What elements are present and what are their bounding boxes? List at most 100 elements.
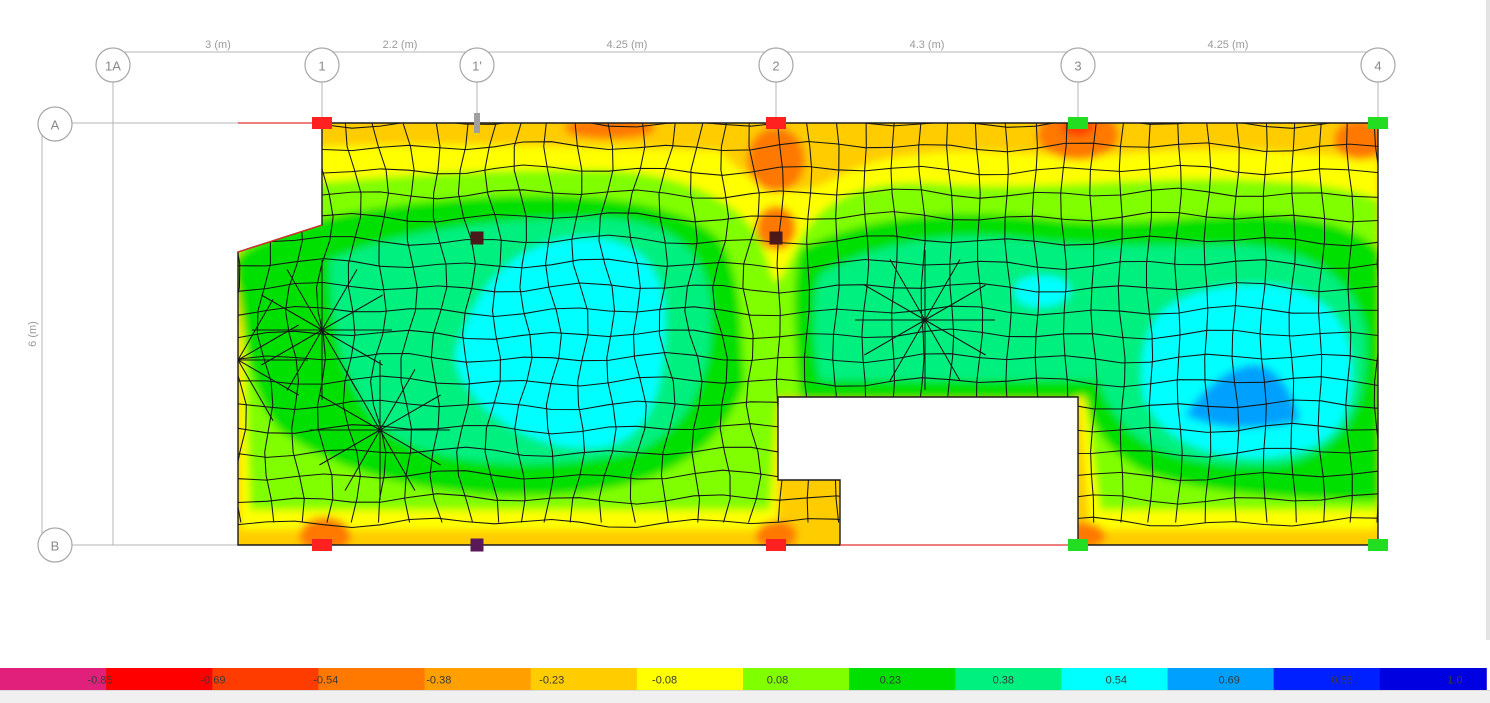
- support-1'-A[interactable]: [474, 113, 480, 133]
- mesh-line-radial: [379, 429, 441, 466]
- legend-value-label: -0.85: [87, 675, 112, 687]
- dimension-label-vertical: 6 (m): [27, 321, 39, 347]
- support-3-A[interactable]: [1068, 117, 1088, 129]
- mesh-line-vertical: [1259, 123, 1268, 523]
- mesh-line-radial: [889, 259, 926, 321]
- grid-bubble-1A[interactable]: [95, 47, 131, 83]
- grid-bubble-3[interactable]: [1060, 47, 1096, 83]
- mesh-line-radial: [319, 429, 381, 466]
- legend-color-swatch: [1379, 668, 1487, 691]
- grid-bubble-label-B: B: [51, 539, 60, 554]
- mesh-line-vertical: [1145, 123, 1154, 523]
- mesh-line-radial: [889, 319, 926, 381]
- legend-value-label: 0.08: [767, 675, 788, 687]
- mesh-line-horizontal: [238, 234, 1378, 247]
- legend-color-swatch: [955, 668, 1063, 691]
- support-2-mid[interactable]: [769, 231, 783, 245]
- mesh-line-radial: [238, 359, 239, 421]
- mesh-line-horizontal: [238, 281, 1378, 294]
- mesh-line-vertical: [315, 123, 334, 523]
- support-1'-mid[interactable]: [470, 231, 484, 245]
- legend-value-label: 0.85: [1331, 675, 1352, 687]
- grid-bubbles: 1A 1 1' 2 3 4 A B: [37, 47, 1396, 563]
- mesh-line-radial: [864, 319, 926, 356]
- legend-value-label: 0.54: [1106, 675, 1127, 687]
- support-1-A[interactable]: [312, 117, 332, 129]
- mesh-line-horizontal: [238, 187, 1378, 200]
- support-2-A[interactable]: [766, 117, 786, 129]
- mesh-line-radial: [238, 359, 274, 421]
- mesh-line-horizontal: [238, 305, 1378, 318]
- support-1'-B[interactable]: [470, 538, 484, 552]
- support-3-B[interactable]: [1068, 539, 1088, 551]
- mesh-line-radial: [379, 394, 441, 431]
- mesh-line-radial: [864, 284, 926, 321]
- mesh-line-horizontal: [238, 351, 1378, 364]
- right-border: [1486, 0, 1490, 640]
- grid-bubble-label-1: 1: [318, 59, 325, 74]
- mesh-line-vertical: [456, 123, 476, 523]
- mesh-line-radial: [924, 319, 986, 356]
- grid-bubble-B[interactable]: [37, 527, 73, 563]
- mesh-line-horizontal: [238, 493, 1378, 505]
- support-1-B[interactable]: [312, 539, 332, 551]
- mesh-line-radial: [924, 319, 961, 381]
- grid-bubble-A[interactable]: [37, 106, 73, 142]
- legend-value-label: -0.54: [313, 675, 338, 687]
- mesh-line-radial: [238, 299, 239, 361]
- mesh-line-horizontal: [238, 258, 1378, 271]
- mesh-line-radial: [321, 329, 383, 366]
- grid-bubble-1prime[interactable]: [459, 47, 495, 83]
- mesh-line-vertical: [342, 123, 362, 523]
- mesh-line-vertical: [1174, 123, 1183, 523]
- grid-bubble-4[interactable]: [1360, 47, 1396, 83]
- legend-color-swatch: [636, 668, 744, 691]
- dimension-labels: 3 (m) 2.2 (m) 4.25 (m) 4.3 (m) 4.25 (m) …: [27, 39, 1248, 347]
- mesh-line-vertical: [1288, 123, 1297, 523]
- beam-edge-diagonal: [237, 224, 323, 253]
- legend-color-swatch: [1167, 668, 1275, 691]
- legend-color-swatch: [1061, 668, 1169, 691]
- legend-color-swatch: [318, 668, 426, 691]
- legend-value-label: -0.69: [200, 675, 225, 687]
- legend-value-label: -0.08: [652, 675, 677, 687]
- mesh-line-vertical: [1317, 123, 1326, 523]
- mesh-line-radial: [924, 259, 961, 321]
- legend-color-swatch: [530, 668, 638, 691]
- mesh-line-radial: [238, 359, 299, 396]
- dimension-label-1: 3 (m): [205, 39, 231, 51]
- dimension-label-2: 2.2 (m): [383, 39, 418, 51]
- contour-legend: -0.85 -0.69 -0.54 -0.38 -0.23 -0.08 0.08 0.23 0.…: [0, 668, 1487, 691]
- support-4-B[interactable]: [1368, 539, 1388, 551]
- mesh-line-vertical: [238, 123, 249, 523]
- mesh-line-radial: [319, 394, 381, 431]
- legend-color-swatch: [106, 668, 213, 691]
- legend-color-swatch: [743, 668, 850, 691]
- mesh-line-vertical: [1345, 123, 1354, 523]
- legend-value-label: 0.69: [1218, 675, 1239, 687]
- support-2-B[interactable]: [766, 539, 786, 551]
- mesh-line-horizontal: [238, 140, 1378, 153]
- mesh-line-vertical: [1231, 123, 1240, 523]
- mesh-line-vertical: [569, 123, 589, 523]
- grid-bubble-1[interactable]: [304, 47, 340, 83]
- status-bar: [0, 690, 1490, 703]
- mesh-line-radial: [379, 429, 416, 491]
- mesh-line-vertical: [1089, 123, 1098, 523]
- mesh-line-horizontal: [238, 211, 1378, 223]
- mesh-line-vertical: [429, 123, 448, 523]
- dimension-label-3: 4.25 (m): [607, 39, 648, 51]
- legend-color-swatch: [849, 668, 956, 691]
- mesh-line-vertical: [684, 123, 704, 523]
- legend-value-label: 0.38: [993, 675, 1014, 687]
- grid-bubble-label-A: A: [51, 118, 60, 133]
- mesh-line-horizontal: [238, 375, 1378, 388]
- support-4-A[interactable]: [1368, 117, 1388, 129]
- legend-value-label: 1.0: [1447, 675, 1462, 687]
- finite-element-mesh: [238, 123, 1378, 529]
- mesh-line-radial: [321, 294, 383, 331]
- grid-bubble-2[interactable]: [758, 47, 794, 83]
- mesh-line-radial: [261, 329, 323, 366]
- mesh-line-radial: [261, 294, 323, 331]
- legend-value-label: -0.23: [539, 675, 564, 687]
